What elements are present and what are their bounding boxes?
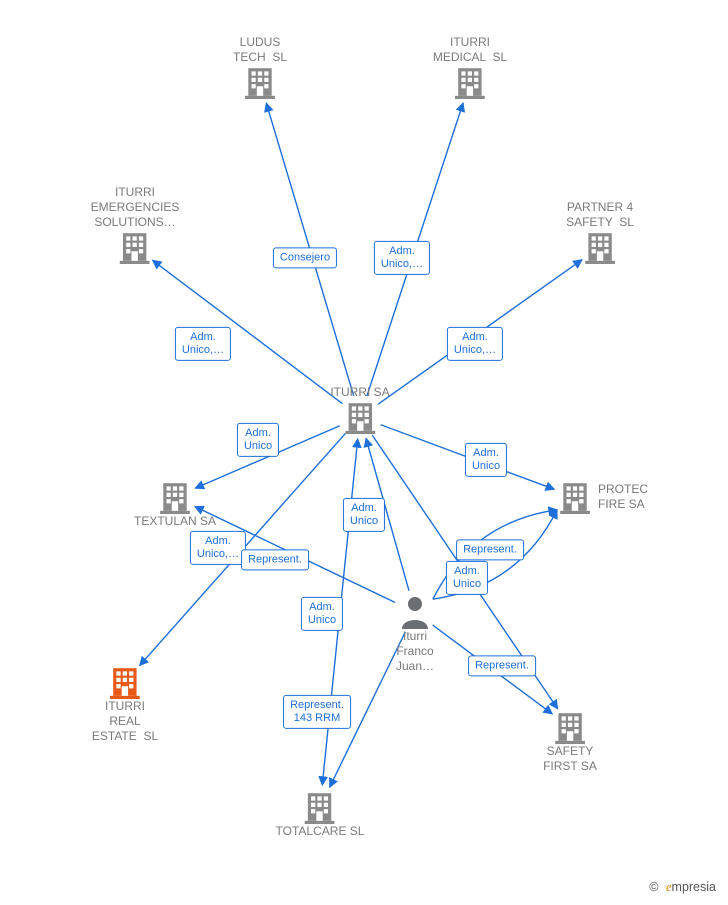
edge-label: Adm.Unico xyxy=(446,561,488,595)
building-icon xyxy=(158,480,192,514)
building-icon xyxy=(583,230,617,264)
footer-copyright: © empresia xyxy=(649,880,716,895)
building-icon xyxy=(343,400,377,434)
edge-label: Adm.Unico,… xyxy=(447,327,503,361)
brand-rest: mpresia xyxy=(672,880,716,894)
edge-label: Adm.Unico xyxy=(301,597,343,631)
node-label: SAFETYFIRST SA xyxy=(543,744,597,774)
edge-label: Represent. xyxy=(456,539,524,560)
node-label: ITURRIMEDICAL SL xyxy=(433,35,507,65)
edge-label: Adm.Unico,… xyxy=(190,531,246,565)
node-label: PARTNER 4SAFETY SL xyxy=(566,200,634,230)
node-itumed[interactable]: ITURRIMEDICAL SL xyxy=(433,35,507,99)
node-ituemer[interactable]: ITURRIEMERGENCIESSOLUTIONS… xyxy=(91,185,180,264)
node-label: LUDUSTECH SL xyxy=(233,35,287,65)
building-icon xyxy=(118,230,152,264)
building-icon xyxy=(553,710,587,744)
edge-label: Represent.143 RRM xyxy=(283,695,351,729)
node-itureal[interactable]: ITURRIREALESTATE SL xyxy=(92,665,158,744)
node-label: IturriFrancoJuan… xyxy=(396,629,434,674)
node-label: PROTECFIRE SA xyxy=(598,482,648,512)
edge-label: Represent. xyxy=(241,549,309,570)
node-label: ITURRIREALESTATE SL xyxy=(92,699,158,744)
node-label: TEXTULAN SA xyxy=(134,514,216,529)
edge-label: Adm.Unico xyxy=(343,498,385,532)
edges-layer xyxy=(0,0,728,905)
diagram-stage: LUDUSTECH SL ITURRIMEDICAL SL ITURRIEMER… xyxy=(0,0,728,905)
node-label: ITURRI SA xyxy=(330,385,389,400)
node-totalcare[interactable]: TOTALCARE SL xyxy=(276,790,365,839)
building-icon xyxy=(108,665,142,699)
edge-label: Adm.Unico xyxy=(465,443,507,477)
node-partner4[interactable]: PARTNER 4SAFETY SL xyxy=(566,200,634,264)
node-ludus[interactable]: LUDUSTECH SL xyxy=(233,35,287,99)
building-icon xyxy=(243,65,277,99)
edge-label: Represent. xyxy=(468,655,536,676)
building-icon xyxy=(453,65,487,99)
edge-label: Adm.Unico,… xyxy=(374,241,430,275)
edge-label: Adm.Unico xyxy=(237,423,279,457)
node-iturri[interactable]: ITURRI SA xyxy=(330,385,389,434)
node-protec[interactable] xyxy=(558,480,592,514)
edge-label: Consejero xyxy=(273,247,337,268)
building-icon xyxy=(303,790,337,824)
node-textulan[interactable]: TEXTULAN SA xyxy=(134,480,216,529)
copyright-symbol: © xyxy=(649,880,658,894)
edge-label: Adm.Unico,… xyxy=(175,327,231,361)
node-label: ITURRIEMERGENCIESSOLUTIONS… xyxy=(91,185,180,230)
building-icon xyxy=(558,480,592,514)
node-label: TOTALCARE SL xyxy=(276,824,365,839)
node-person[interactable]: IturriFrancoJuan… xyxy=(396,595,434,674)
person-icon xyxy=(400,595,430,629)
node-safety1[interactable]: SAFETYFIRST SA xyxy=(543,710,597,774)
